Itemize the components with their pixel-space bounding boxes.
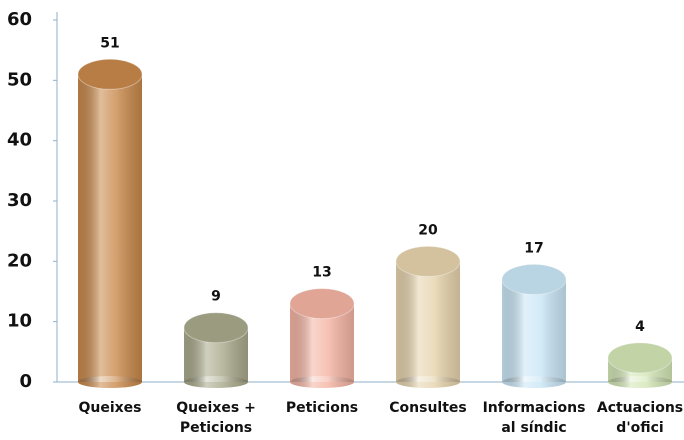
x-tick-label: Actuacions d'ofici	[596, 400, 684, 436]
bar-top	[183, 312, 249, 344]
y-tick-label: 60	[7, 9, 32, 30]
bar-top-shade	[290, 288, 354, 319]
bar-shine	[78, 74, 142, 383]
y-tick-label: 30	[7, 190, 32, 211]
bar-top-shade	[396, 246, 460, 277]
bar-top	[395, 245, 461, 277]
bar	[501, 263, 567, 388]
y-tick-label: 40	[7, 130, 32, 151]
value-label: 4	[635, 319, 645, 335]
bar	[289, 288, 355, 388]
x-tick-label: Queixes	[78, 400, 142, 416]
bar-top	[607, 342, 673, 374]
value-label: 17	[524, 240, 543, 256]
bar-shine	[502, 279, 566, 382]
y-tick-label: 10	[7, 311, 32, 332]
value-label: 9	[211, 289, 221, 305]
x-tick-label: Queixes + Peticions	[176, 400, 256, 436]
x-tick-label: Peticions	[285, 400, 359, 416]
x-tick-label: Informacions al síndic	[482, 400, 586, 436]
value-label: 51	[100, 35, 119, 51]
value-label: 13	[312, 265, 331, 281]
y-tick-label: 50	[7, 69, 32, 90]
bar	[183, 312, 249, 388]
bar-top-shade	[78, 59, 142, 90]
bar	[395, 245, 461, 388]
value-label: 20	[418, 222, 438, 238]
bar-top-shade	[184, 312, 248, 343]
y-tick-label: 20	[7, 250, 32, 271]
bar-top-shade	[502, 264, 566, 295]
x-tick-label: Consultes	[389, 400, 467, 416]
bar-top	[77, 58, 143, 90]
bar-top-shade	[608, 342, 672, 373]
y-tick-label: 0	[19, 371, 32, 392]
bar	[607, 342, 673, 388]
bar-top	[501, 263, 567, 295]
bar	[77, 58, 143, 388]
bar-shine	[396, 261, 460, 382]
bar-top	[289, 288, 355, 320]
